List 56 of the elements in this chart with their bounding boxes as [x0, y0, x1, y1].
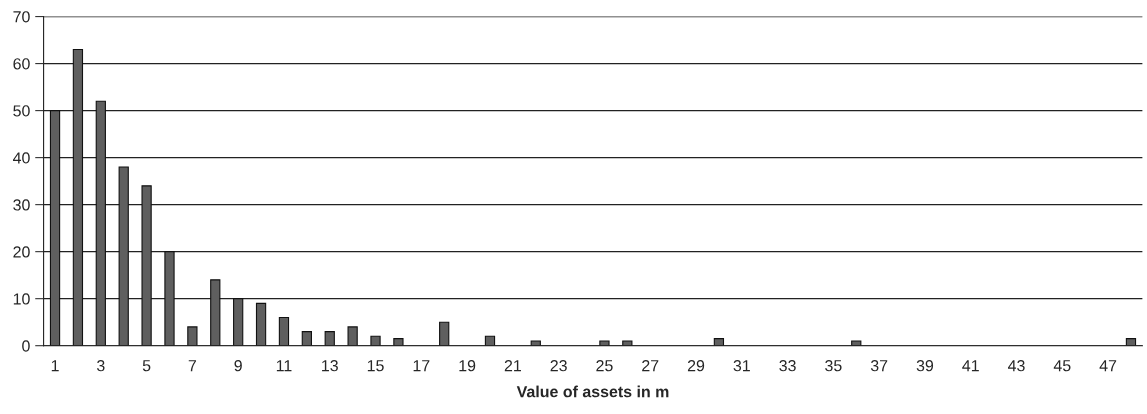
x-tick-label: 41 — [962, 360, 979, 372]
bar — [95, 100, 106, 346]
bar — [622, 340, 633, 346]
x-tick-label: 27 — [642, 360, 659, 372]
x-tick-label: 25 — [596, 360, 613, 372]
x-tick-label: 7 — [188, 360, 197, 372]
bar — [187, 326, 198, 346]
x-tick-label: 43 — [1007, 360, 1025, 372]
x-tick-label: 9 — [234, 360, 242, 372]
x-tick-label: 31 — [733, 360, 750, 372]
bar — [49, 110, 61, 346]
x-tick-label: 37 — [870, 360, 888, 372]
bar — [164, 251, 175, 346]
bar — [255, 302, 267, 346]
x-tick-label: 15 — [367, 360, 384, 372]
x-tick-label: 19 — [459, 360, 476, 372]
bar — [278, 316, 290, 346]
x-tick-label: 47 — [1099, 360, 1117, 372]
bar — [141, 185, 152, 346]
bar — [118, 166, 129, 346]
x-tick-label: 45 — [1053, 360, 1071, 372]
y-tick-label: 60 — [13, 58, 30, 70]
x-tick-label: 11 — [276, 360, 292, 372]
x-tick-label: 5 — [142, 360, 151, 372]
bar — [599, 340, 610, 346]
x-tick-label: 35 — [825, 360, 842, 372]
y-tick-label: 10 — [13, 293, 30, 305]
y-tick-label: 0 — [22, 340, 30, 352]
y-tick-label: 70 — [13, 11, 30, 23]
bar — [1125, 338, 1137, 346]
bar — [324, 331, 335, 346]
x-tick-label: 21 — [504, 360, 521, 372]
bar — [851, 340, 862, 346]
y-tick-label: 30 — [13, 199, 30, 211]
bar — [439, 321, 450, 346]
x-tick-label: 13 — [322, 360, 338, 372]
x-tick-label: 1 — [51, 360, 59, 372]
bar — [347, 326, 358, 346]
x-tick-label: 17 — [413, 360, 430, 372]
bar — [210, 279, 221, 346]
x-tick-label: 3 — [96, 360, 105, 372]
x-tick-label: 29 — [687, 360, 705, 372]
bar — [713, 338, 725, 346]
bar — [393, 338, 404, 346]
y-tick-label: 40 — [12, 152, 30, 164]
bar — [530, 340, 541, 346]
x-tick-label: 23 — [550, 360, 567, 372]
x-tick-label: 33 — [779, 360, 796, 372]
x-axis-title: Value of assets in m — [516, 385, 669, 398]
bar — [370, 335, 381, 346]
y-tick-label: 50 — [13, 105, 30, 117]
bar — [72, 48, 84, 346]
bar — [301, 331, 312, 346]
bar — [233, 298, 244, 346]
x-tick-label: 39 — [916, 360, 934, 372]
y-tick-label: 20 — [13, 246, 30, 258]
